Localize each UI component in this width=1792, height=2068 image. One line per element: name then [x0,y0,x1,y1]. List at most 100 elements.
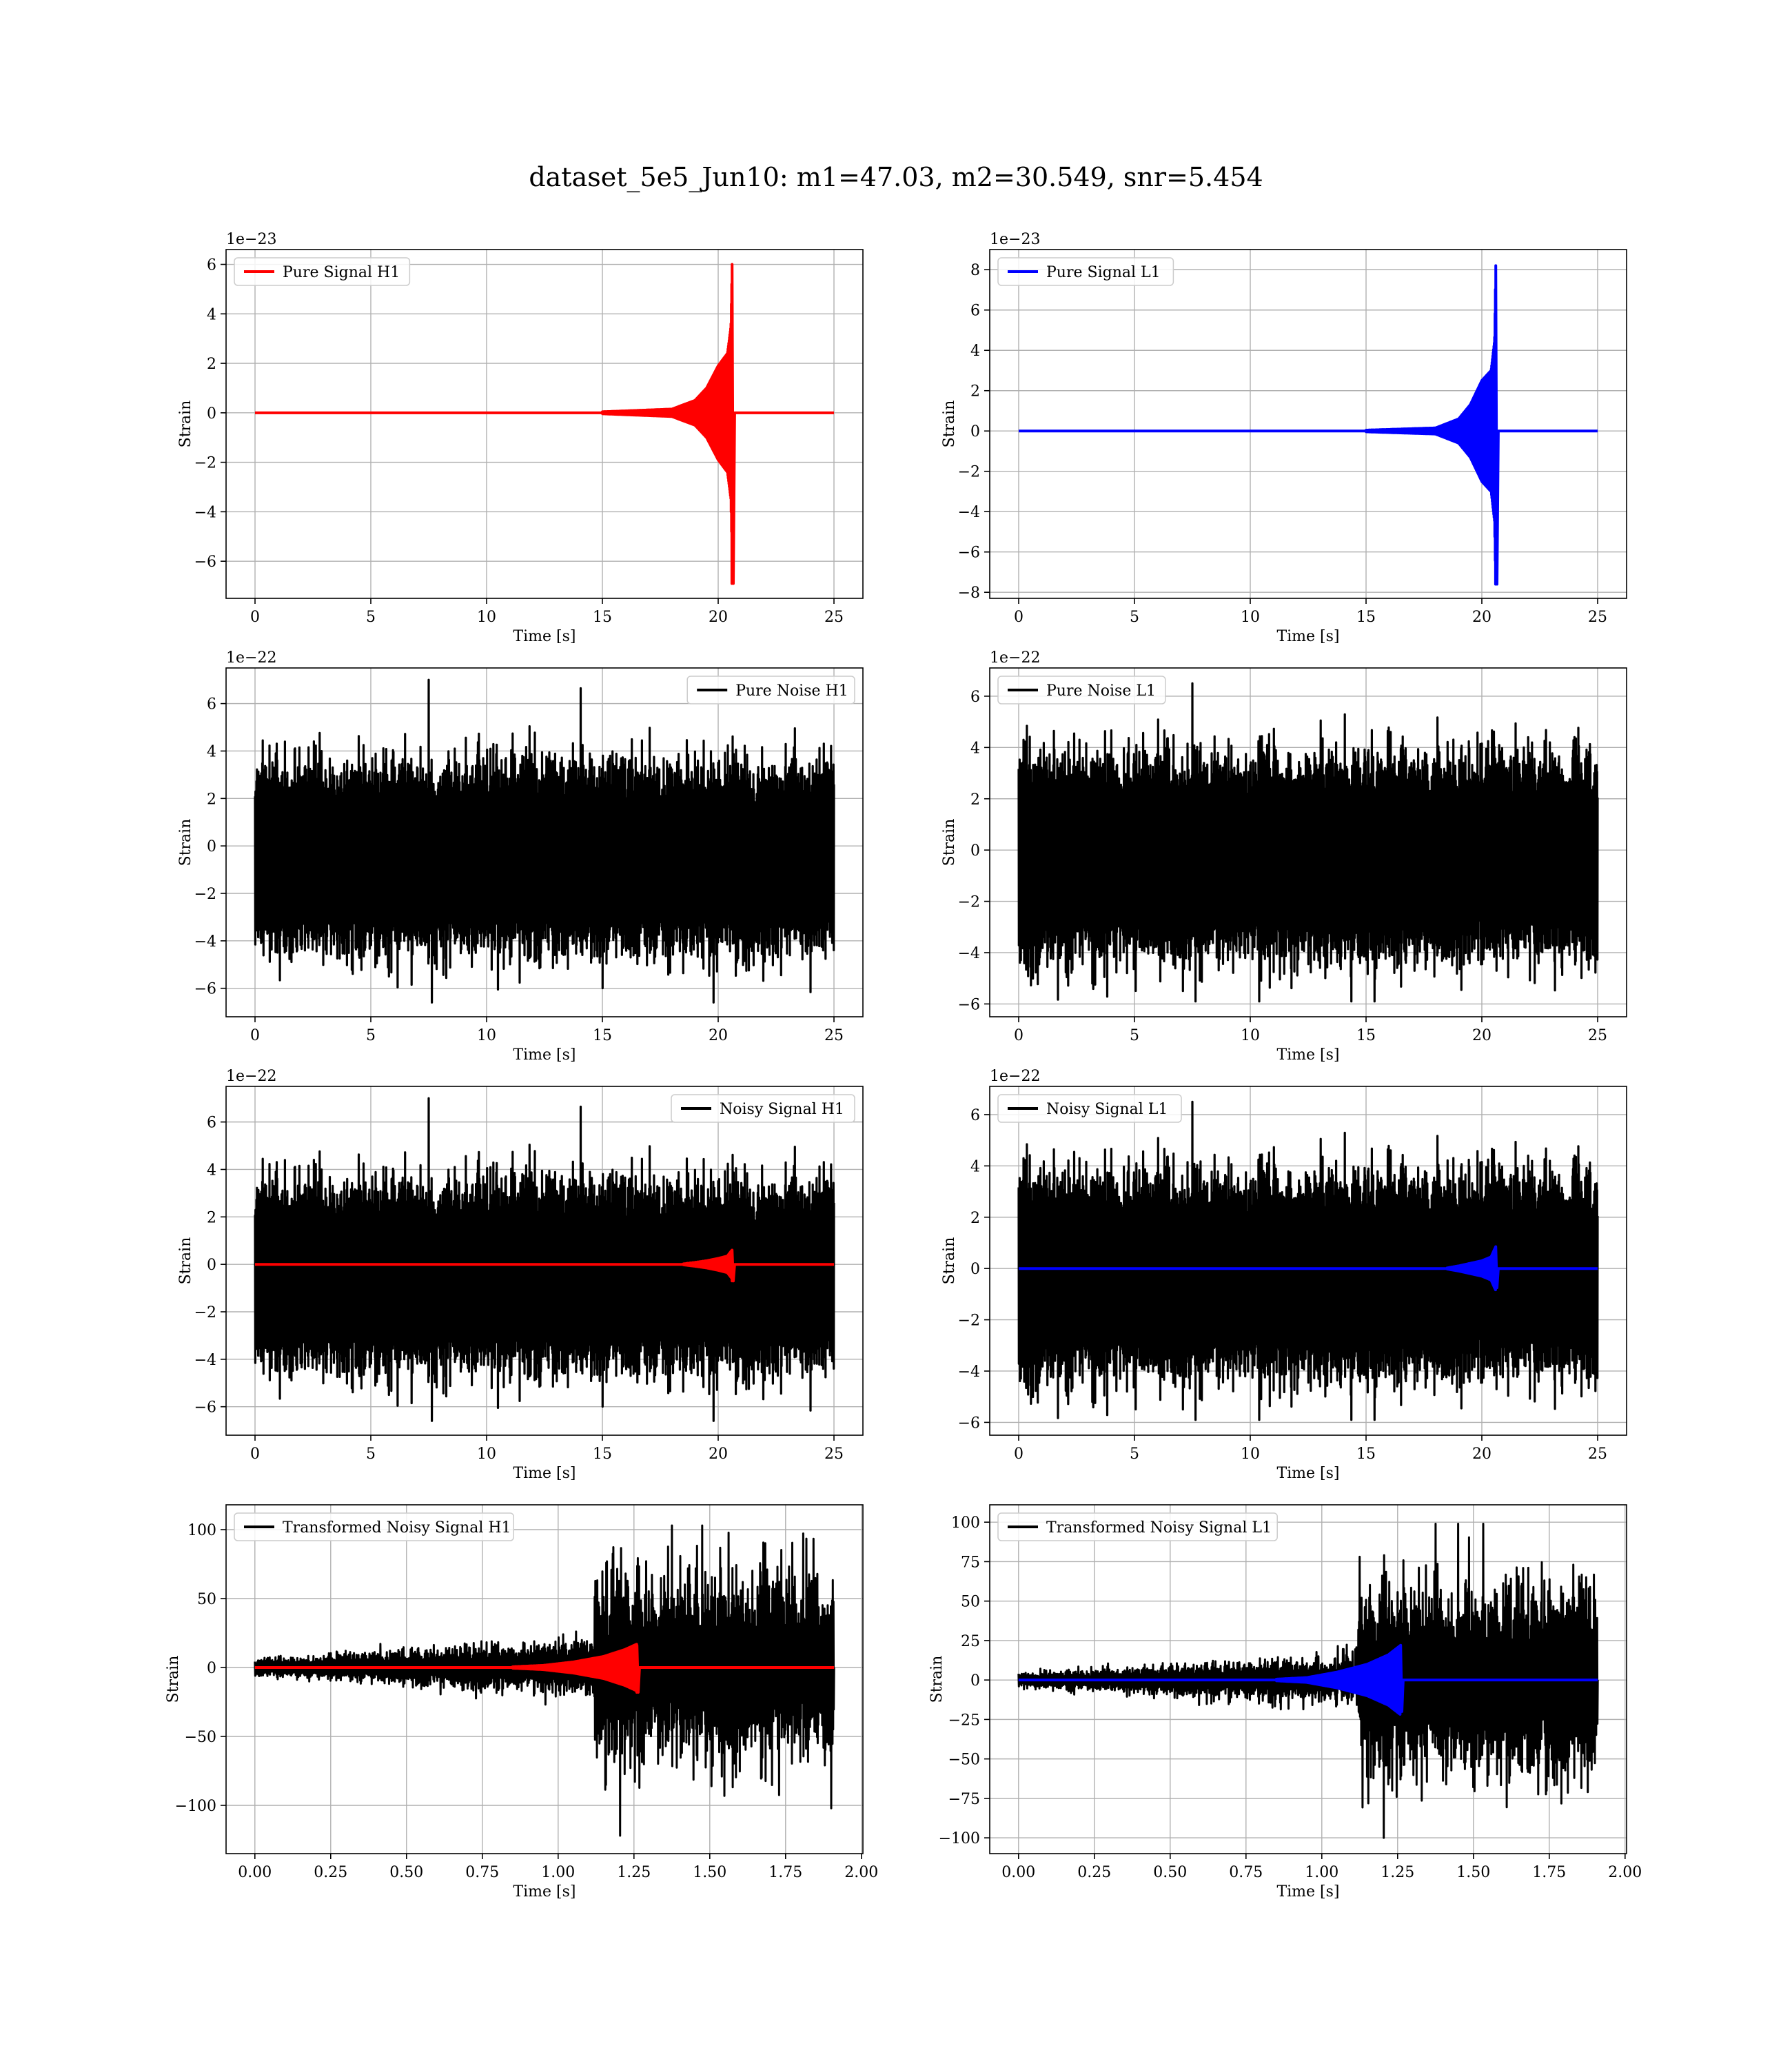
y-tick-label: −2 [194,455,216,472]
x-tick-label: 25 [1588,1027,1607,1044]
x-tick-label: 15 [1356,609,1376,626]
x-tick-label: 5 [1130,1446,1139,1463]
y-tick-label: −6 [194,981,216,998]
x-axis-label: Time [s] [513,628,576,645]
y-offset-label: 1e−22 [990,649,1040,667]
y-axis-label: Strain [165,1656,182,1703]
x-tick-label: 1.25 [617,1864,651,1881]
series-group [1017,1100,1599,1421]
y-tick-label: 6 [207,257,216,274]
series-group [254,678,835,1004]
x-tick-label: 15 [593,1027,612,1044]
subplot-pure-signal-l1: 0 5 10 15 20 25 −8 −6 −4 −2 0 2 4 6 8 1e−23 Time [s] Stra… [941,231,1627,645]
x-tick-label: 0.50 [389,1864,423,1881]
x-tick-label: 15 [1356,1027,1376,1044]
legend-box [997,257,1174,286]
x-tick-label: 2.00 [844,1864,878,1881]
x-tick-label: 25 [824,1027,844,1044]
figure-title: dataset_5e5_Jun10: m1=47.03, m2=30.549, … [529,162,1263,193]
subplot-pure-noise-l1: 0 5 10 15 20 25 −6 −4 −2 0 2 4 6 1e−22 Time [s] Strain P… [941,649,1627,1064]
x-tick-label: 10 [1241,1027,1260,1044]
x-tick-label: 5 [1130,1027,1139,1044]
noise-line-pure-noise-l1 [1017,682,1599,1003]
x-tick-label: 10 [477,1446,496,1463]
y-tick-label: −6 [194,1399,216,1417]
y-tick-label: −100 [175,1798,216,1815]
y-tick-label: 4 [970,740,980,757]
y-axis-label: Strain [941,819,958,866]
y-tick-label: −2 [194,886,216,903]
x-tick-label: 0 [250,1027,260,1044]
signal-line-pure-signal-h1 [255,263,834,585]
y-axis-label: Strain [177,819,194,866]
x-tick-label: 0.25 [314,1864,347,1881]
legend-box [686,676,855,704]
x-tick-label: 2.00 [1608,1864,1642,1881]
x-tick-label: 20 [1472,609,1491,626]
x-tick-label: 20 [1472,1027,1491,1044]
legend: Noisy Signal H1 [671,1094,855,1123]
x-tick-label: 5 [366,1446,376,1463]
y-tick-label: 0 [970,842,980,860]
axes-frame [989,1504,1627,1854]
x-axis-label: Time [s] [1276,1883,1339,1900]
y-offset-label: 1e−22 [226,649,276,667]
x-tick-label: 15 [1356,1446,1376,1463]
x-axis-label: Time [s] [1276,1465,1339,1482]
legend-box [234,257,411,286]
x-tick-label: 10 [477,1027,496,1044]
legend-label: Noisy Signal L1 [1046,1101,1168,1118]
x-tick-label: 0 [1014,1027,1024,1044]
y-tick-label: 2 [970,383,980,401]
axes-frame [989,667,1627,1017]
legend-label: Transformed Noisy Signal L1 [1046,1519,1272,1537]
noise-line-transformed-noisy-signal-l1 [1017,1523,1599,1839]
series-group [254,1524,835,1837]
y-tick-label: −25 [948,1712,980,1729]
x-axis-label: Time [s] [513,1883,576,1900]
legend-label: Pure Noise H1 [735,682,848,700]
y-tick-label: 0 [207,405,216,423]
series-group [254,1097,835,1422]
y-axis-label: Strain [928,1656,946,1703]
legend: Transformed Noisy Signal H1 [234,1512,514,1541]
axes-frame [225,249,864,599]
y-tick-label: −4 [194,504,216,521]
y-tick-label: −50 [185,1729,216,1746]
signal-line-noisy-signal-l1 [1019,1245,1598,1292]
x-tick-label: 0.50 [1153,1864,1187,1881]
x-tick-label: 20 [709,1446,728,1463]
x-tick-label: 0 [1014,609,1024,626]
y-tick-label: −75 [948,1791,980,1808]
x-tick-label: 0.75 [1229,1864,1263,1881]
y-tick-label: 2 [970,1210,980,1227]
y-tick-label: −8 [958,585,980,602]
x-tick-label: 1.75 [768,1864,802,1881]
axes-frame [989,1086,1627,1436]
y-tick-label: −100 [939,1830,980,1847]
y-offset-label: 1e−22 [226,1068,276,1085]
series-group [1017,1523,1599,1839]
y-tick-label: 4 [207,743,216,760]
subplot-noisy-signal-h1: 0 5 10 15 20 25 −6 −4 −2 0 2 4 6 1e−22 Time [s] Strain N… [177,1068,864,1482]
legend-label: Pure Signal L1 [1046,264,1161,281]
y-tick-label: 75 [961,1554,980,1571]
y-tick-label: 0 [207,1257,216,1274]
y-tick-label: −50 [948,1752,980,1769]
x-tick-label: 20 [709,609,728,626]
legend-box [997,676,1166,704]
x-tick-label: 25 [1588,1446,1607,1463]
signal-line-noisy-signal-h1 [255,1248,834,1283]
y-tick-label: 50 [197,1591,216,1608]
x-tick-label: 0.75 [465,1864,499,1881]
y-tick-label: −2 [194,1304,216,1321]
x-tick-label: 10 [1241,1446,1260,1463]
legend-box [234,1512,514,1541]
y-tick-label: 0 [970,1261,980,1278]
x-tick-label: 25 [824,609,844,626]
axes-frame [225,1086,864,1436]
y-tick-label: −6 [194,554,216,571]
x-tick-label: 25 [1588,609,1607,626]
legend: Transformed Noisy Signal L1 [997,1512,1278,1541]
